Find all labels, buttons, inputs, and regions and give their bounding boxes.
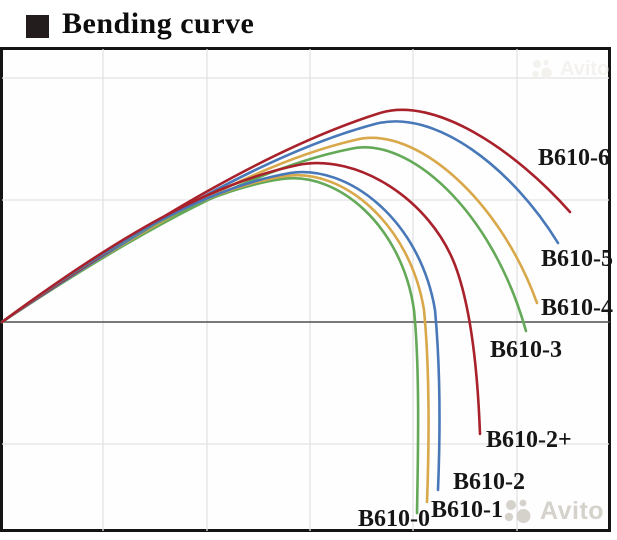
curve-label-b610-2: B610-2: [453, 469, 525, 495]
curve-label-b610-0: B610-0: [358, 506, 430, 532]
title-square-icon: [26, 14, 49, 38]
curve-label-b610-5: B610-5: [541, 246, 613, 272]
curve-label-b610-2plus: B610-2+: [486, 427, 572, 453]
curve-label-b610-4: B610-4: [541, 295, 613, 321]
curve-label-b610-6: B610-6: [538, 145, 610, 171]
curve-label-b610-3: B610-3: [490, 337, 562, 363]
chart-frame: [0, 47, 611, 532]
curve-label-b610-1: B610-1: [431, 497, 503, 523]
page-title: Bending curve: [62, 7, 255, 40]
chart-header: Bending curve: [26, 5, 254, 43]
